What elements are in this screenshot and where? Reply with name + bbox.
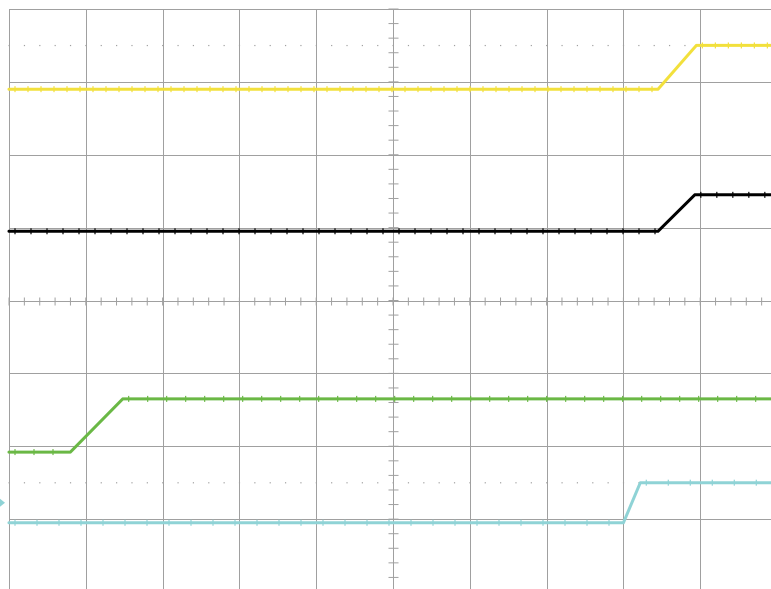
- grid-dot: [284, 44, 287, 47]
- grid-dot: [238, 482, 241, 484]
- grid-dot: [668, 44, 671, 47]
- grid-dot: [162, 44, 164, 47]
- grid-dot: [8, 44, 10, 47]
- grid-dot: [23, 44, 26, 47]
- grid-dot: [300, 44, 302, 47]
- grid-dot: [69, 44, 72, 47]
- waveform-trace-1: [7, 43, 771, 91]
- grid-dot: [54, 44, 56, 47]
- grid-dot: [469, 44, 471, 47]
- grid-dot: [284, 482, 287, 484]
- grid-dot: [515, 44, 517, 47]
- grid-dot: [622, 482, 625, 484]
- grid-dot: [146, 482, 148, 484]
- grid-dot: [576, 44, 579, 47]
- grid-dot: [116, 482, 118, 484]
- grid-dot: [407, 482, 410, 484]
- grid-dot: [515, 482, 517, 484]
- grid-dot: [269, 44, 271, 47]
- grid-dot: [500, 482, 502, 484]
- grid-dot: [269, 482, 271, 484]
- grid-dot: [392, 44, 394, 47]
- grid-dot: [39, 44, 41, 47]
- grid-dot: [453, 482, 456, 484]
- grid-dot: [592, 44, 594, 47]
- grid-dot: [361, 44, 363, 47]
- grid-dot: [131, 482, 133, 484]
- grid-dot: [146, 44, 148, 47]
- grid-dot: [85, 44, 87, 47]
- waveform-trace-2: [7, 193, 771, 233]
- grid-dot: [346, 44, 348, 47]
- grid-dot: [162, 482, 164, 484]
- grid-dot: [377, 44, 379, 47]
- channel-4-marker: [0, 498, 5, 507]
- grid-dot: [530, 482, 532, 484]
- grid-dot: [546, 482, 548, 484]
- grid-dot: [238, 44, 241, 47]
- grid-dot: [131, 44, 133, 47]
- channel-markers: [0, 498, 5, 507]
- grid-dot: [423, 482, 425, 484]
- grid-dot: [592, 482, 594, 484]
- grid-dot: [546, 44, 548, 47]
- grid-dot: [561, 44, 563, 47]
- grid-dot: [423, 44, 425, 47]
- grid-dot: [192, 482, 195, 484]
- grid-dot: [346, 482, 348, 484]
- waveform-trace-4: [7, 481, 771, 525]
- grid-dot: [23, 482, 26, 484]
- grid-dot: [85, 482, 87, 484]
- grid-dot: [484, 482, 486, 484]
- grid-dot: [438, 44, 440, 47]
- grid-dot: [100, 44, 102, 47]
- grid-dot: [361, 482, 363, 484]
- grid-dot: [208, 482, 210, 484]
- waveform-trace-3: [7, 397, 771, 454]
- grid-dot: [607, 44, 609, 47]
- grid-dot: [331, 44, 333, 47]
- grid-dot: [530, 44, 532, 47]
- grid-dot: [300, 482, 302, 484]
- grid-dot: [453, 44, 456, 47]
- grid-dot: [254, 482, 256, 484]
- grid-dot: [576, 482, 579, 484]
- grid-dot: [500, 44, 502, 47]
- grid-dot: [438, 482, 440, 484]
- grid-dot: [8, 482, 10, 484]
- grid-dot: [653, 44, 655, 47]
- grid-dot: [100, 482, 102, 484]
- grid-dot: [254, 44, 256, 47]
- grid-dot: [223, 44, 225, 47]
- grid-dot: [116, 44, 118, 47]
- grid-dot: [69, 482, 72, 484]
- grid-dot: [607, 482, 609, 484]
- grid-dot: [39, 482, 41, 484]
- grid-dot: [331, 482, 333, 484]
- grid-dot: [377, 482, 379, 484]
- grid-dot: [392, 482, 394, 484]
- grid-dot: [223, 482, 225, 484]
- grid-dot: [469, 482, 471, 484]
- grid-dot: [315, 482, 317, 484]
- grid-dot: [177, 44, 179, 47]
- grid-dot: [54, 482, 56, 484]
- grid-dot: [484, 44, 486, 47]
- grid-dot: [684, 44, 686, 47]
- grid-dot: [622, 44, 625, 47]
- graticule: [8, 8, 771, 589]
- grid-dot: [561, 482, 563, 484]
- grid-dot: [208, 44, 210, 47]
- grid-dot: [315, 44, 317, 47]
- grid-dot: [638, 44, 640, 47]
- grid-dot: [192, 44, 195, 47]
- grid-dot: [177, 482, 179, 484]
- grid-dot: [407, 44, 410, 47]
- waveform-traces: [7, 42, 771, 526]
